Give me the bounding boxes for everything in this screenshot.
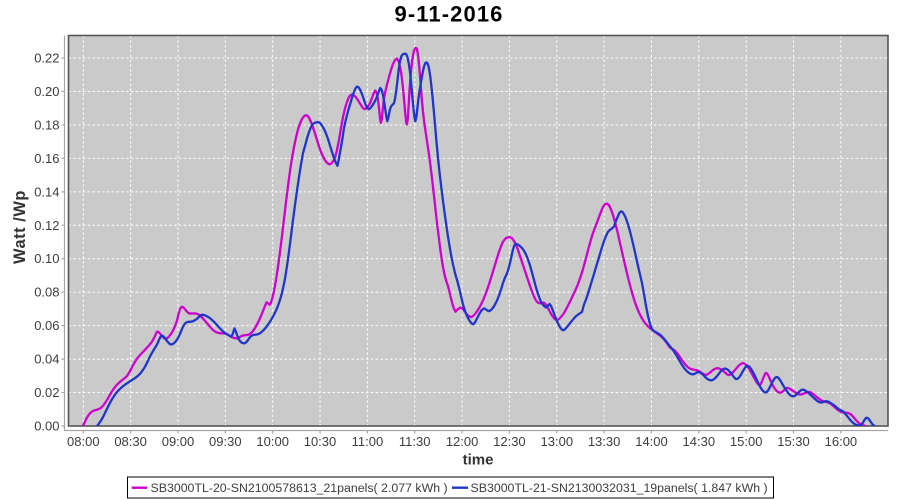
svg-text:0.12: 0.12 xyxy=(34,218,59,233)
svg-text:16:00: 16:00 xyxy=(825,434,858,449)
svg-text:09:30: 09:30 xyxy=(209,434,242,449)
svg-text:10:00: 10:00 xyxy=(256,434,289,449)
svg-text:15:00: 15:00 xyxy=(730,434,763,449)
svg-text:09:00: 09:00 xyxy=(162,434,195,449)
svg-text:14:30: 14:30 xyxy=(683,434,716,449)
svg-text:0.06: 0.06 xyxy=(34,318,59,333)
svg-text:15:30: 15:30 xyxy=(777,434,810,449)
svg-text:0.08: 0.08 xyxy=(34,285,59,300)
svg-text:0.04: 0.04 xyxy=(34,352,59,367)
svg-text:12:00: 12:00 xyxy=(446,434,479,449)
svg-text:08:00: 08:00 xyxy=(67,434,100,449)
svg-text:08:30: 08:30 xyxy=(114,434,147,449)
svg-text:0.10: 0.10 xyxy=(34,251,59,266)
svg-text:Watt /Wp: Watt /Wp xyxy=(11,190,29,264)
svg-text:9-11-2016: 9-11-2016 xyxy=(395,2,504,27)
svg-text:12:30: 12:30 xyxy=(493,434,526,449)
svg-text:0.02: 0.02 xyxy=(34,385,59,400)
svg-text:13:30: 13:30 xyxy=(588,434,621,449)
svg-text:time: time xyxy=(463,452,494,469)
svg-text:11:00: 11:00 xyxy=(352,434,384,449)
svg-text:0.18: 0.18 xyxy=(34,117,59,132)
svg-text:11:30: 11:30 xyxy=(399,434,431,449)
svg-text:0.20: 0.20 xyxy=(34,84,59,99)
svg-text:0.22: 0.22 xyxy=(34,51,59,66)
svg-text:0.14: 0.14 xyxy=(34,184,59,199)
svg-text:14:00: 14:00 xyxy=(635,434,668,449)
svg-text:10:30: 10:30 xyxy=(304,434,337,449)
svg-text:SB3000TL-20-SN2100578613_21pan: SB3000TL-20-SN2100578613_21panels( 2.077… xyxy=(151,481,448,495)
svg-text:SB3000TL-21-SN2130032031_19pan: SB3000TL-21-SN2130032031_19panels( 1.847… xyxy=(471,481,768,495)
svg-text:13:00: 13:00 xyxy=(541,434,574,449)
svg-text:0.16: 0.16 xyxy=(34,151,59,166)
svg-text:0.00: 0.00 xyxy=(34,419,59,434)
